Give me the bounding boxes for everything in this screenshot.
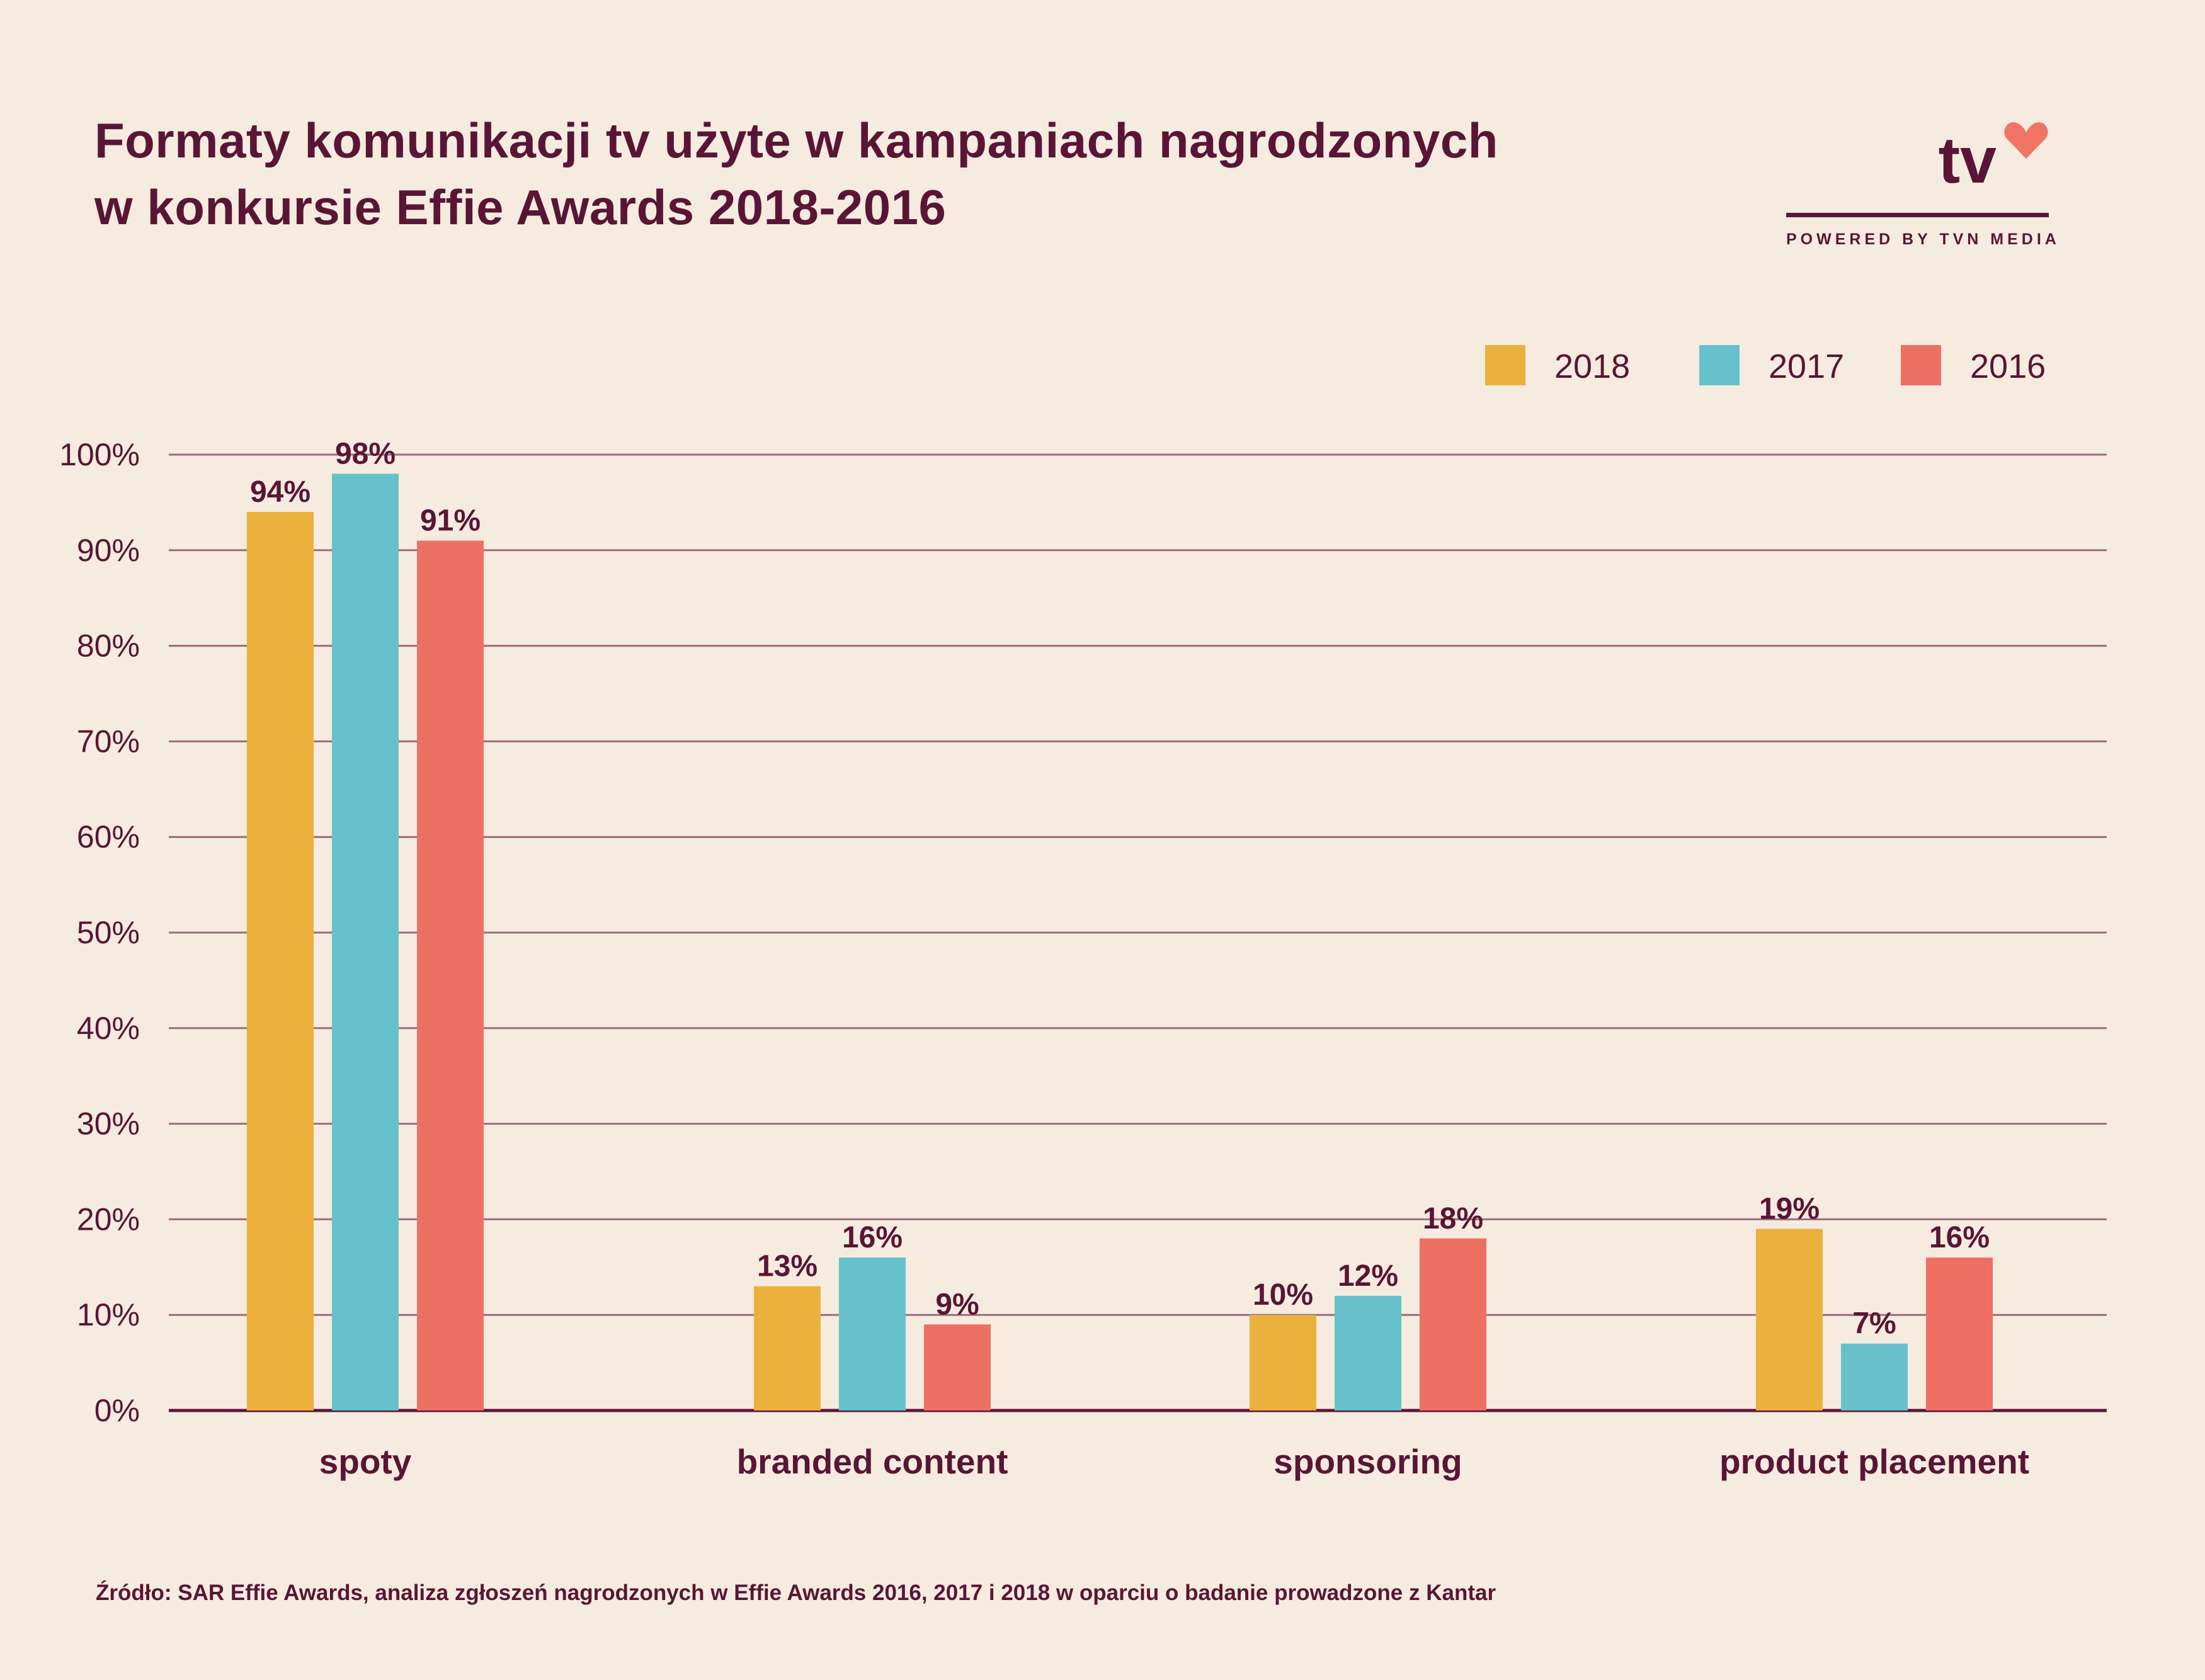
x-category-label: branded content (737, 1442, 1008, 1481)
y-axis-ticks: 0% 10% 20% 30% 40% 50% 60% 70% 80% 90% 100% (59, 437, 140, 1428)
y-tick-label: 70% (77, 724, 140, 759)
y-tick-label: 30% (77, 1106, 140, 1142)
logo-text: tv (1938, 124, 1997, 197)
bar-2016 (924, 1324, 991, 1410)
legend-item-2016: 2016 (1901, 345, 2046, 385)
logo-tagline: POWERED BY TVN MEDIA (1786, 230, 2060, 248)
legend-label: 2017 (1769, 348, 1844, 385)
tvn-logo: tv POWERED BY TVN MEDIA (1782, 113, 2060, 258)
x-category-label: sponsoring (1273, 1442, 1462, 1481)
chart-title: Formaty komunikacji tv użyte w kampaniac… (94, 107, 1498, 241)
bars (247, 474, 1993, 1410)
data-label: 16% (842, 1221, 903, 1254)
heart-icon (2004, 122, 2048, 159)
bar-2017 (839, 1257, 906, 1410)
source-note: Źródło: SAR Effie Awards, analiza zgłosz… (96, 1581, 1496, 1605)
bar-2017 (1335, 1295, 1401, 1410)
legend-item-2018: 2018 (1485, 345, 1630, 385)
data-label: 19% (1759, 1193, 1820, 1226)
legend: 2018 2017 2016 (1485, 345, 2046, 385)
legend-item-2017: 2017 (1699, 345, 1844, 385)
bar-2017 (332, 474, 399, 1410)
data-label: 7% (1852, 1307, 1896, 1341)
bar-2016 (1926, 1257, 1993, 1410)
y-tick-label: 100% (59, 437, 140, 472)
chart-title-line-2: w konkursie Effie Awards 2018-2016 (94, 179, 947, 235)
grid-lines (169, 453, 2107, 1412)
bar-2018 (754, 1286, 821, 1410)
bar-2016 (1420, 1238, 1486, 1410)
legend-label: 2018 (1554, 348, 1630, 385)
legend-label: 2016 (1970, 348, 2046, 385)
data-label: 91% (420, 504, 481, 538)
data-label: 18% (1423, 1202, 1483, 1235)
y-tick-label: 60% (77, 819, 140, 854)
y-tick-label: 0% (94, 1393, 140, 1428)
data-label: 12% (1338, 1259, 1398, 1293)
y-tick-label: 90% (77, 533, 140, 568)
bar-2016 (417, 540, 484, 1410)
y-tick-label: 50% (77, 915, 140, 950)
data-label: 10% (1253, 1278, 1313, 1312)
bar-2017 (1841, 1343, 1908, 1410)
x-axis-labels: spoty branded content sponsoring product pl… (319, 1442, 2029, 1481)
data-labels: 94% 98% 91% 13% 16% 9% 10% 12% 18% 19% 7% 16% (250, 437, 1990, 1340)
y-tick-label: 10% (77, 1297, 140, 1332)
y-tick-label: 40% (77, 1011, 140, 1046)
bar-2018 (1250, 1315, 1316, 1410)
data-label: 98% (335, 437, 396, 470)
x-category-label: product placement (1719, 1442, 2029, 1481)
legend-swatch (1901, 345, 1941, 385)
data-label: 9% (935, 1288, 979, 1321)
chart-title-line-1: Formaty komunikacji tv użyte w kampaniac… (94, 113, 1498, 168)
x-category-label: spoty (319, 1442, 412, 1481)
data-label: 16% (1929, 1221, 1990, 1254)
bar-2018 (1756, 1229, 1823, 1410)
logo-divider (1786, 213, 2049, 217)
y-tick-label: 80% (77, 628, 140, 664)
y-tick-label: 20% (77, 1201, 140, 1237)
legend-swatch (1699, 345, 1740, 385)
data-label: 94% (250, 475, 311, 509)
data-label: 13% (757, 1250, 818, 1283)
bar-2018 (247, 512, 314, 1410)
legend-swatch (1485, 345, 1525, 385)
